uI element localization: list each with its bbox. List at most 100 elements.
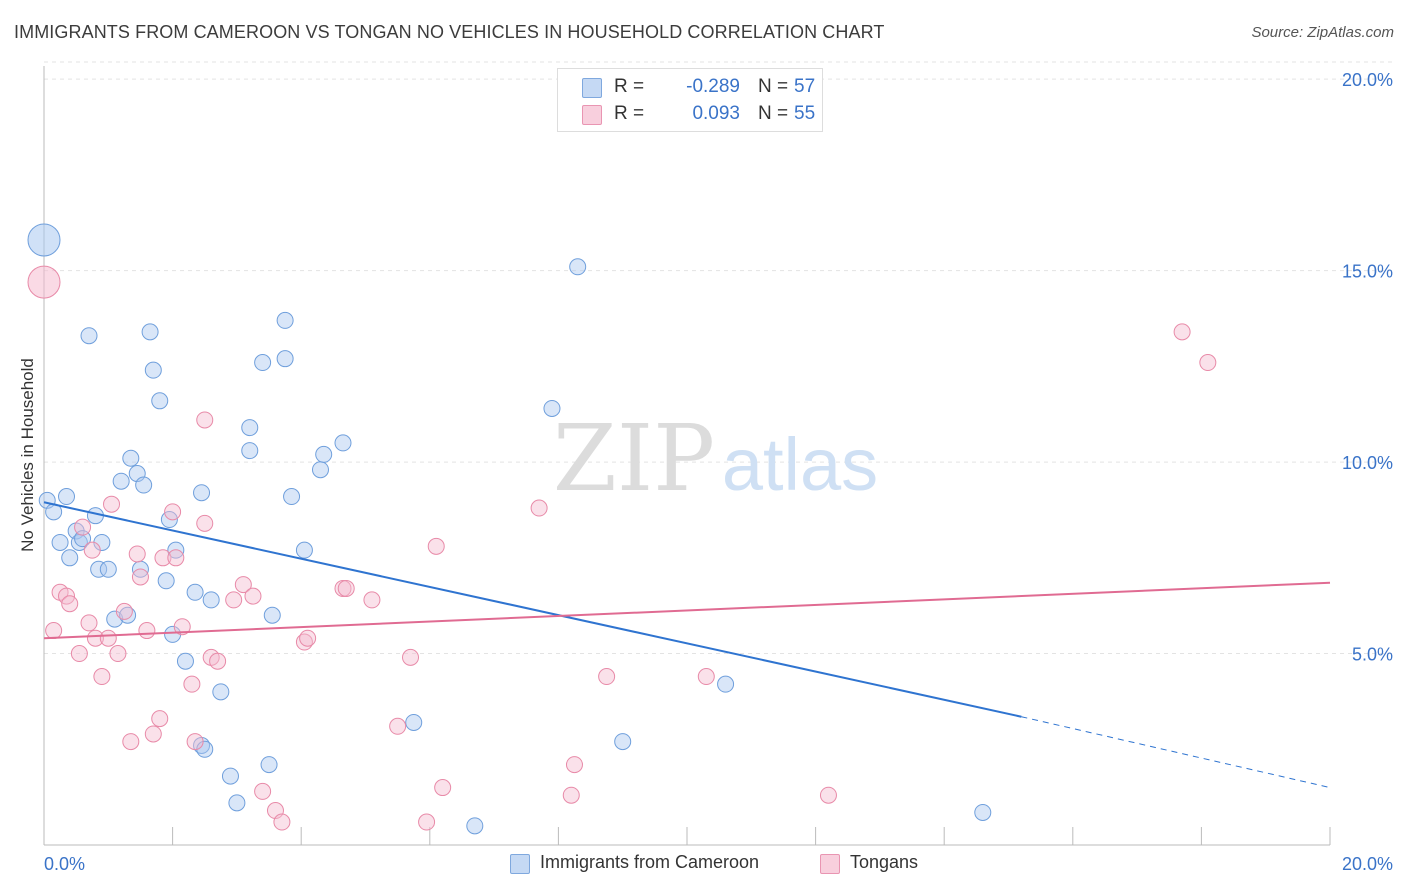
- point-tongans: [418, 813, 436, 831]
- point-tongans: [565, 756, 583, 774]
- legend-swatch-pink: [820, 854, 840, 874]
- trend-line-cameroon: [43, 501, 1022, 718]
- point-cameroon: [295, 541, 313, 559]
- point-cameroon: [58, 488, 76, 506]
- point-cameroon: [254, 354, 272, 372]
- axes: [43, 66, 1331, 846]
- point-cameroon: [276, 311, 294, 329]
- point-tongans: [122, 733, 140, 751]
- point-tongans: [234, 576, 252, 594]
- point-tongans: [138, 622, 156, 640]
- legend-n-value: 57: [794, 76, 816, 97]
- point-tongans: [225, 591, 243, 609]
- y-tick-label: 15.0%: [1342, 262, 1393, 282]
- legend-series: Immigrants from Cameroon Tongans: [0, 852, 1406, 878]
- point-tongans: [363, 591, 381, 609]
- point-tongans: [115, 602, 133, 620]
- point-tongans: [562, 786, 580, 804]
- point-tongans: [273, 813, 291, 831]
- point-cameroon: [151, 392, 169, 410]
- point-tongans: [183, 675, 201, 693]
- point-cameroon: [276, 350, 294, 368]
- point-tongans: [74, 518, 92, 536]
- point-tongans: [86, 629, 104, 647]
- point-tongans: [697, 668, 715, 686]
- point-cameroon: [543, 399, 561, 417]
- point-cameroon: [122, 449, 140, 467]
- point-tongans: [144, 725, 162, 743]
- chart-title: IMMIGRANTS FROM CAMEROON VS TONGAN NO VE…: [14, 22, 885, 42]
- legend-n-label: N =: [758, 103, 789, 124]
- point-tongans: [254, 782, 272, 800]
- y-tick-label: 5.0%: [1352, 645, 1393, 665]
- point-tongans: [209, 652, 227, 670]
- point-tongans: [196, 411, 214, 429]
- point-cameroon: [717, 675, 735, 693]
- point-cameroon: [241, 442, 259, 460]
- tick-labels: 5.0% 10.0% 15.0% 20.0% 0.0% 20.0%: [44, 70, 1393, 874]
- point-tongans: [27, 265, 61, 299]
- point-cameroon: [260, 756, 278, 774]
- legend-stats: R = -0.289 N = 57 R = 0.093 N = 55: [557, 68, 823, 132]
- series-cameroon: [27, 223, 992, 835]
- point-tongans: [196, 514, 214, 532]
- point-tongans: [337, 579, 355, 597]
- point-tongans: [80, 614, 98, 632]
- point-cameroon: [466, 817, 484, 835]
- point-cameroon: [569, 258, 587, 276]
- point-tongans: [389, 717, 407, 735]
- point-tongans: [598, 668, 616, 686]
- series-tongans: [27, 265, 1217, 831]
- trend-line-tongans: [43, 581, 1331, 640]
- point-cameroon: [614, 733, 632, 751]
- point-cameroon: [141, 323, 159, 341]
- data-points: [27, 223, 1217, 835]
- point-tongans: [99, 629, 117, 647]
- trend-lines: [43, 501, 1331, 789]
- legend-label-cameroon: Immigrants from Cameroon: [540, 852, 760, 872]
- trend-line-cameroon-extension: [1021, 716, 1331, 789]
- point-tongans: [530, 499, 548, 517]
- x-tick-label: 0.0%: [44, 854, 85, 874]
- legend-label-tongans: Tongans: [850, 852, 919, 872]
- point-cameroon: [61, 549, 79, 567]
- point-cameroon: [99, 560, 117, 578]
- legend-swatch-blue: [510, 854, 530, 874]
- point-tongans: [151, 710, 169, 728]
- point-cameroon: [221, 767, 239, 785]
- grid-lines: [44, 61, 1394, 655]
- legend-n-label: N =: [758, 76, 789, 97]
- point-cameroon: [193, 484, 211, 502]
- point-cameroon: [228, 794, 246, 812]
- point-tongans: [299, 629, 317, 647]
- y-tick-label: 10.0%: [1342, 453, 1393, 473]
- point-cameroon: [112, 472, 130, 490]
- point-tongans: [244, 587, 262, 605]
- point-tongans: [83, 541, 101, 559]
- point-tongans: [61, 595, 79, 613]
- point-cameroon: [315, 445, 333, 463]
- point-cameroon: [176, 652, 194, 670]
- point-cameroon: [405, 713, 423, 731]
- point-tongans: [45, 622, 63, 640]
- legend-swatch-blue: [582, 78, 602, 98]
- point-cameroon: [90, 560, 108, 578]
- point-cameroon: [135, 476, 153, 494]
- point-tongans: [131, 568, 149, 586]
- point-tongans: [93, 668, 111, 686]
- point-tongans: [167, 549, 185, 567]
- point-tongans: [1173, 323, 1191, 341]
- point-cameroon: [311, 461, 329, 479]
- point-tongans: [164, 503, 182, 521]
- point-cameroon: [80, 327, 98, 345]
- point-cameroon: [144, 361, 162, 379]
- point-cameroon: [263, 606, 281, 624]
- point-tongans: [427, 537, 445, 555]
- legend-r-value: 0.093: [692, 103, 740, 124]
- legend-swatch-pink: [582, 105, 602, 125]
- source-label: Source: ZipAtlas.com: [1251, 24, 1394, 41]
- point-cameroon: [202, 591, 220, 609]
- watermark-atlas: atlas: [722, 423, 878, 506]
- point-cameroon: [283, 488, 301, 506]
- point-tongans: [434, 779, 452, 797]
